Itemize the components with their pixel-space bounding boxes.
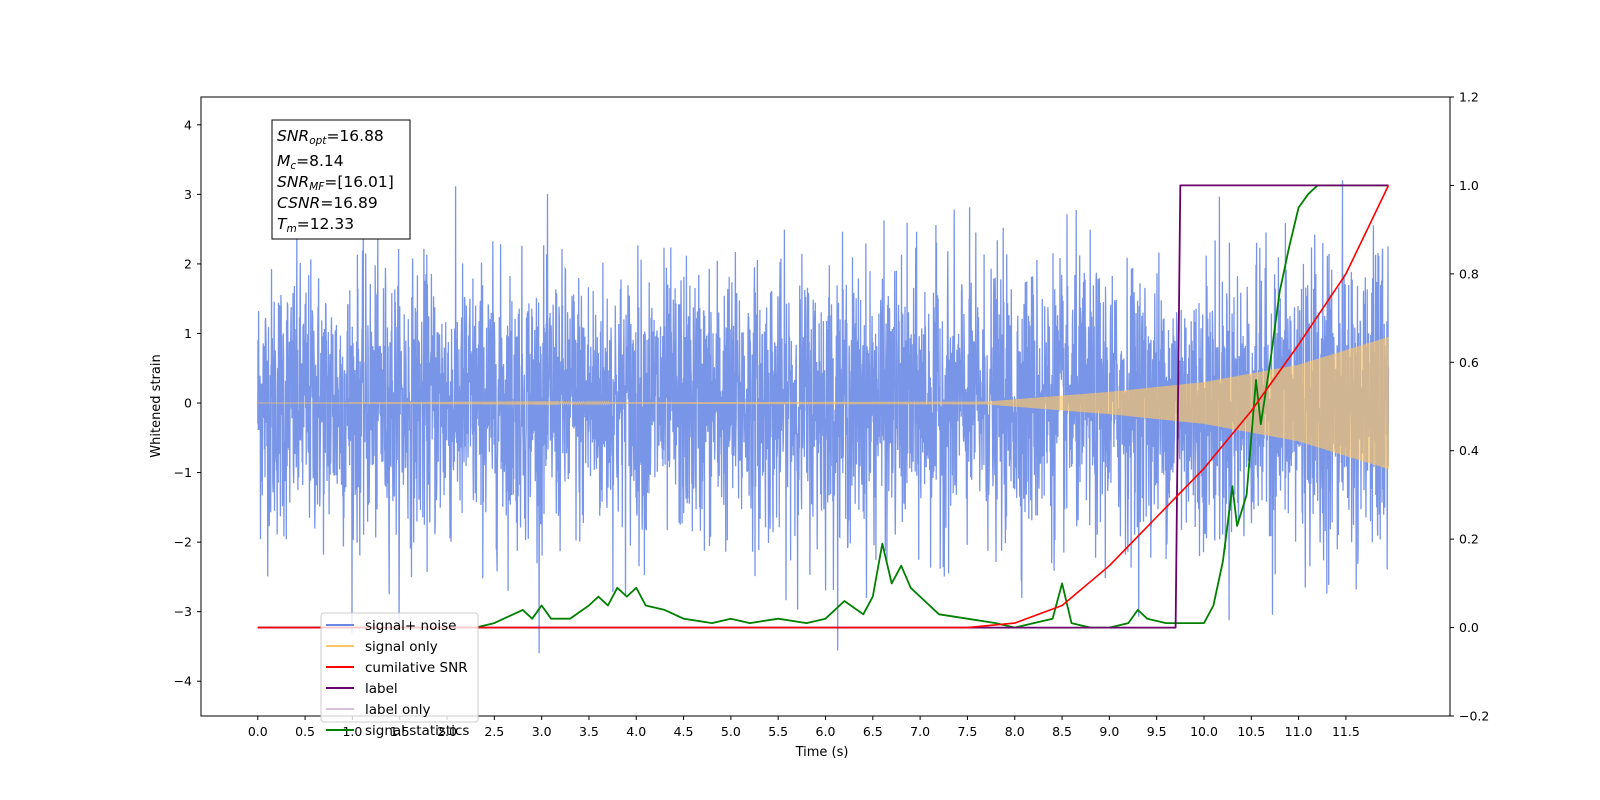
stat-csnr: CSNR=16.89 [277, 194, 378, 212]
y-tick-label: 1 [184, 326, 192, 341]
y-tick-label: 0 [184, 396, 192, 411]
y-tick-label: −4 [174, 674, 192, 689]
x-tick-label: 11.0 [1285, 724, 1313, 739]
y-tick-label: −1 [174, 465, 192, 480]
y2-tick-label: 1.0 [1459, 178, 1479, 193]
y-axis-left: 4 3 2 1 0 −1 −2 −3 −4 [174, 117, 201, 689]
y-tick-label: −3 [174, 604, 192, 619]
x-tick-label: 3.0 [532, 724, 552, 739]
y-tick-label: 2 [184, 256, 192, 271]
x-tick-label: 1.5 [390, 724, 410, 739]
y2-tick-label: 0.8 [1459, 266, 1479, 281]
y2-tick-label: 0.4 [1459, 443, 1479, 458]
stat-snr-opt: SNRopt=16.88 [277, 127, 384, 147]
x-tick-label: 5.0 [721, 724, 741, 739]
y2-tick-label: 0.2 [1459, 532, 1479, 547]
x-tick-label: 2.5 [484, 724, 504, 739]
x-axis-label: Time (s) [795, 745, 849, 760]
x-tick-label: 9.5 [1147, 724, 1167, 739]
stat-snr-mf: SNRMF=[16.01] [277, 173, 394, 193]
y-axis-label: Whitened strain [149, 354, 164, 457]
series-signal-statistics [257, 184, 1389, 629]
legend-entry: signal+ noise [365, 618, 456, 634]
y-tick-label: 4 [184, 117, 192, 132]
stat-mc: Mc=8.14 [277, 152, 344, 172]
y2-tick-label: 0.6 [1459, 355, 1479, 370]
x-tick-label: 8.5 [1052, 724, 1072, 739]
legend-entry: signal statistics [365, 723, 469, 739]
stat-tm: Tm=12.33 [277, 215, 354, 235]
y-tick-label: 3 [184, 187, 192, 202]
x-tick-label: 8.0 [1005, 724, 1025, 739]
x-tick-label: 9.0 [1099, 724, 1119, 739]
x-tick-label: 0.0 [248, 724, 268, 739]
x-tick-label: 6.0 [816, 724, 836, 739]
legend-entry: label [365, 681, 398, 697]
x-tick-label: 11.5 [1332, 724, 1360, 739]
y2-tick-label: 1.2 [1459, 90, 1479, 105]
x-tick-label: 7.5 [957, 724, 977, 739]
series-signal-only [257, 337, 1389, 470]
x-axis: 0.0 0.5 1.0 1.5 2.0 2.5 3.0 3.5 4.0 4.5 5.0 5.5 6.0 6… [248, 716, 1360, 739]
series-cumulative-snr [257, 185, 1390, 629]
x-tick-label: 10.0 [1190, 724, 1218, 739]
x-tick-label: 6.5 [863, 724, 883, 739]
legend-entry: signal only [365, 639, 438, 655]
x-tick-label: 1.0 [342, 724, 362, 739]
y-tick-label: −2 [174, 535, 192, 550]
y2-tick-label: −0.2 [1459, 709, 1489, 724]
legend: signal+ noise signal only cumilative SNR la… [320, 612, 479, 739]
x-tick-label: 3.5 [579, 724, 599, 739]
x-tick-label: 4.0 [626, 724, 646, 739]
x-tick-label: 7.0 [910, 724, 930, 739]
x-tick-label: 2.0 [437, 724, 457, 739]
x-tick-label: 5.5 [768, 724, 788, 739]
y2-tick-label: 0.0 [1459, 620, 1479, 635]
legend-entry: cumilative SNR [365, 660, 468, 676]
y-axis-right: 1.2 1.0 0.8 0.6 0.4 0.2 0.0 −0.2 [1450, 90, 1489, 724]
legend-entry: label only [365, 702, 431, 718]
x-tick-label: 4.5 [674, 724, 694, 739]
stats-box: SNRopt=16.88 Mc=8.14 SNRMF=[16.01] CSNR=… [271, 119, 411, 240]
x-tick-label: 0.5 [295, 724, 315, 739]
x-tick-label: 10.5 [1237, 724, 1265, 739]
